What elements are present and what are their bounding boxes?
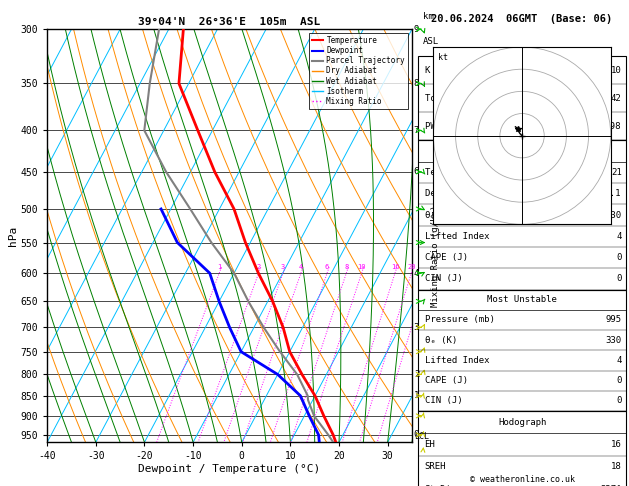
Text: θₑ(K): θₑ(K) <box>425 210 452 220</box>
Text: Temp (°C): Temp (°C) <box>425 168 473 177</box>
Text: 20: 20 <box>407 264 416 270</box>
Text: 227°: 227° <box>600 485 621 486</box>
Text: CIN (J): CIN (J) <box>425 275 462 283</box>
Text: Surface: Surface <box>503 146 541 156</box>
Text: Lifted Index: Lifted Index <box>425 356 489 365</box>
Legend: Temperature, Dewpoint, Parcel Trajectory, Dry Adiabat, Wet Adiabat, Isotherm, Mi: Temperature, Dewpoint, Parcel Trajectory… <box>309 33 408 109</box>
Text: StmDir: StmDir <box>425 485 457 486</box>
Text: 7: 7 <box>414 126 419 135</box>
Text: Pressure (mb): Pressure (mb) <box>425 315 494 325</box>
Text: Dewp (°C): Dewp (°C) <box>425 189 473 198</box>
Text: 330: 330 <box>606 210 621 220</box>
Text: 4: 4 <box>616 232 621 241</box>
Bar <box>418 56 626 140</box>
Text: 0: 0 <box>616 397 621 405</box>
Text: kt: kt <box>438 53 448 62</box>
Text: 1: 1 <box>217 264 221 270</box>
Text: 42: 42 <box>611 94 621 103</box>
Text: CIN (J): CIN (J) <box>425 397 462 405</box>
Text: 1.98: 1.98 <box>600 122 621 131</box>
Text: Mixing Ratio (g/kg): Mixing Ratio (g/kg) <box>431 205 440 308</box>
Text: 8: 8 <box>414 79 419 88</box>
Text: Lifted Index: Lifted Index <box>425 232 489 241</box>
Text: 8: 8 <box>344 264 348 270</box>
Text: 16: 16 <box>391 264 399 270</box>
Text: 18: 18 <box>611 463 621 471</box>
Text: 6: 6 <box>325 264 329 270</box>
Text: CAPE (J): CAPE (J) <box>425 376 467 385</box>
Text: 0: 0 <box>414 431 419 439</box>
Text: EH: EH <box>425 440 435 449</box>
Y-axis label: hPa: hPa <box>8 226 18 246</box>
Text: 3: 3 <box>414 323 419 332</box>
Text: Hodograph: Hodograph <box>498 417 546 427</box>
Text: LCL: LCL <box>414 432 429 441</box>
Text: 4: 4 <box>414 269 419 278</box>
Text: 1: 1 <box>414 391 419 400</box>
Text: SREH: SREH <box>425 463 446 471</box>
Text: 995: 995 <box>606 315 621 325</box>
Text: 16: 16 <box>611 440 621 449</box>
Text: 0: 0 <box>616 275 621 283</box>
Text: 10: 10 <box>357 264 366 270</box>
Bar <box>418 411 626 486</box>
Text: 17.1: 17.1 <box>600 189 621 198</box>
Bar <box>418 140 626 290</box>
Text: 4: 4 <box>616 356 621 365</box>
Text: 10: 10 <box>611 66 621 75</box>
X-axis label: Dewpoint / Temperature (°C): Dewpoint / Temperature (°C) <box>138 464 321 474</box>
Text: ASL: ASL <box>423 37 439 47</box>
Text: 21: 21 <box>611 168 621 177</box>
Text: CAPE (J): CAPE (J) <box>425 253 467 262</box>
Text: K: K <box>425 66 430 75</box>
Text: Totals Totals: Totals Totals <box>425 94 494 103</box>
Text: Most Unstable: Most Unstable <box>487 295 557 304</box>
Text: 2: 2 <box>414 370 419 379</box>
Text: 6: 6 <box>414 167 419 176</box>
Text: PW (cm): PW (cm) <box>425 122 462 131</box>
Title: 39°04'N  26°36'E  105m  ASL: 39°04'N 26°36'E 105m ASL <box>138 17 321 27</box>
Text: 330: 330 <box>606 336 621 345</box>
Text: © weatheronline.co.uk: © weatheronline.co.uk <box>470 474 574 484</box>
Text: 0: 0 <box>616 376 621 385</box>
Text: 0: 0 <box>616 253 621 262</box>
Text: 9: 9 <box>414 25 419 34</box>
Text: 3: 3 <box>281 264 285 270</box>
Bar <box>418 290 626 411</box>
Text: 20.06.2024  06GMT  (Base: 06): 20.06.2024 06GMT (Base: 06) <box>431 15 613 24</box>
Text: km: km <box>423 12 433 21</box>
Text: 2: 2 <box>257 264 261 270</box>
Text: 4: 4 <box>299 264 303 270</box>
Text: θₑ (K): θₑ (K) <box>425 336 457 345</box>
